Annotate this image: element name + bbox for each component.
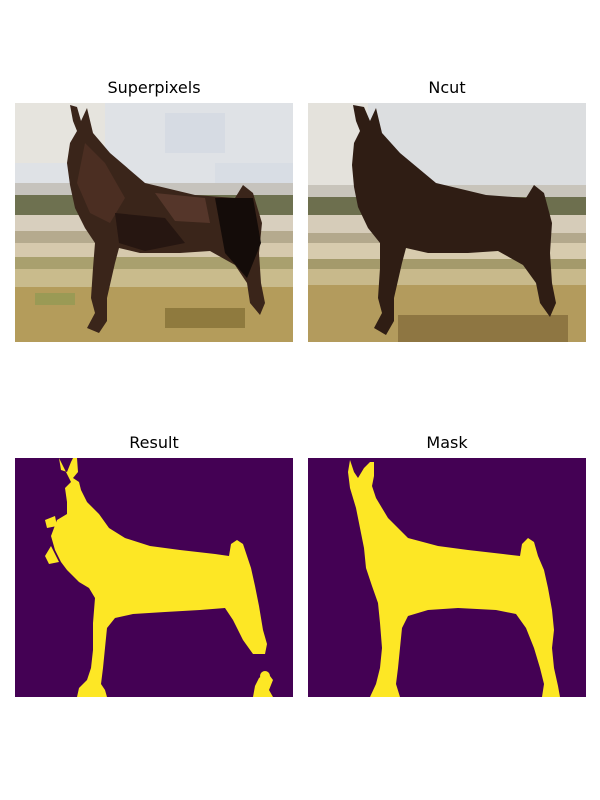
panel-title-superpixels: Superpixels [107,78,201,97]
result-mask [15,458,293,697]
ncut-horse-scene [308,103,586,342]
panel-title-ncut: Ncut [428,78,466,97]
superpixels-horse-scene [15,103,293,342]
ground-truth-mask-image [308,458,586,697]
superpixels-image [15,103,293,342]
result-mask-image [15,458,293,697]
panel-title-mask: Mask [426,433,468,452]
ground-truth-mask [308,458,586,697]
ncut-image [308,103,586,342]
panel-title-result: Result [129,433,179,452]
